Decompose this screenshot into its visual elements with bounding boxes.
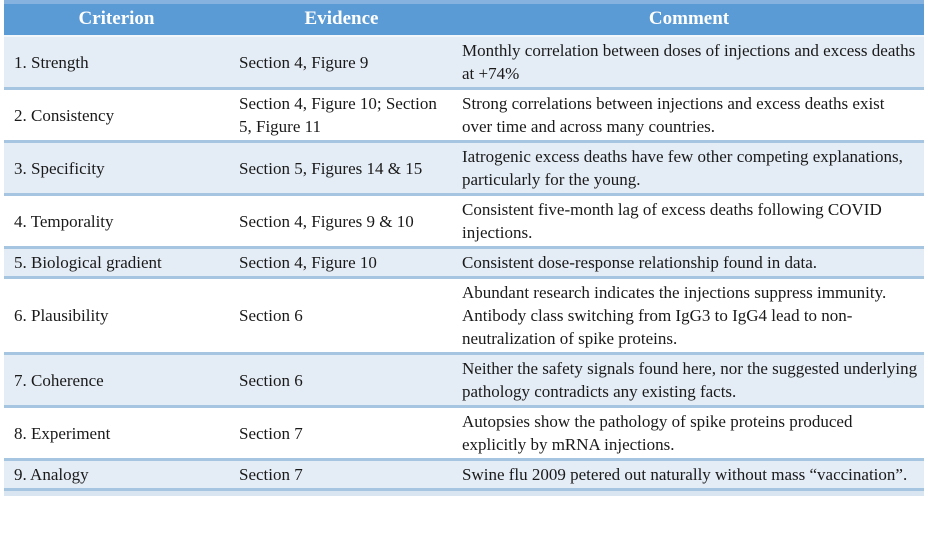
table-row-coherence: 7. Coherence Section 6 Neither the safet… xyxy=(4,353,924,408)
header-row: Criterion Evidence Comment xyxy=(4,0,924,37)
comment-cell: Consistent five-month lag of excess deat… xyxy=(454,194,924,249)
evidence-cell: Section 7 xyxy=(229,406,454,461)
comment-cell: Consistent dose-response relationship fo… xyxy=(454,247,924,279)
evidence-cell: Section 4, Figure 10 xyxy=(229,247,454,279)
criterion-cell: 5. Biological gradient xyxy=(4,247,229,279)
evidence-cell: Section 6 xyxy=(229,277,454,355)
comment-cell: Neither the safety signals found here, n… xyxy=(454,353,924,408)
table-header: Criterion Evidence Comment xyxy=(4,0,924,37)
criterion-cell: 9. Analogy xyxy=(4,459,229,491)
table-bottom-edge xyxy=(4,491,924,496)
table-row-temporality: 4. Temporality Section 4, Figures 9 & 10… xyxy=(4,194,924,249)
header-criterion: Criterion xyxy=(4,0,229,37)
table-row-consistency: 2. Consistency Section 4, Figure 10; Sec… xyxy=(4,88,924,143)
table-row-plausibility: 6. Plausibility Section 6 Abundant resea… xyxy=(4,277,924,355)
table-row-specificity: 3. Specificity Section 5, Figures 14 & 1… xyxy=(4,141,924,196)
comment-cell: Autopsies show the pathology of spike pr… xyxy=(454,406,924,461)
table-row-analogy: 9. Analogy Section 7 Swine flu 2009 pete… xyxy=(4,459,924,491)
header-comment: Comment xyxy=(454,0,924,37)
evidence-cell: Section 5, Figures 14 & 15 xyxy=(229,141,454,196)
criterion-cell: 4. Temporality xyxy=(4,194,229,249)
evidence-cell: Section 6 xyxy=(229,353,454,408)
criterion-cell: 8. Experiment xyxy=(4,406,229,461)
table-row-biological-gradient: 5. Biological gradient Section 4, Figure… xyxy=(4,247,924,279)
comment-cell: Abundant research indicates the injectio… xyxy=(454,277,924,355)
table-body: 1. Strength Section 4, Figure 9 Monthly … xyxy=(4,36,924,491)
evidence-cell: Section 4, Figures 9 & 10 xyxy=(229,194,454,249)
criterion-cell: 6. Plausibility xyxy=(4,277,229,355)
table-row-strength: 1. Strength Section 4, Figure 9 Monthly … xyxy=(4,36,924,90)
comment-cell: Iatrogenic excess deaths have few other … xyxy=(454,141,924,196)
header-evidence: Evidence xyxy=(229,0,454,37)
criterion-cell: 3. Specificity xyxy=(4,141,229,196)
comment-cell: Strong correlations between injections a… xyxy=(454,88,924,143)
document-page: Criterion Evidence Comment 1. Strength S… xyxy=(4,0,924,496)
criterion-cell: 1. Strength xyxy=(4,36,229,90)
criteria-table: Criterion Evidence Comment 1. Strength S… xyxy=(4,0,924,491)
criterion-cell: 7. Coherence xyxy=(4,353,229,408)
table-row-experiment: 8. Experiment Section 7 Autopsies show t… xyxy=(4,406,924,461)
criterion-cell: 2. Consistency xyxy=(4,88,229,143)
evidence-cell: Section 4, Figure 9 xyxy=(229,36,454,90)
comment-cell: Swine flu 2009 petered out naturally wit… xyxy=(454,459,924,491)
comment-cell: Monthly correlation between doses of inj… xyxy=(454,36,924,90)
evidence-cell: Section 7 xyxy=(229,459,454,491)
evidence-cell: Section 4, Figure 10; Section 5, Figure … xyxy=(229,88,454,143)
